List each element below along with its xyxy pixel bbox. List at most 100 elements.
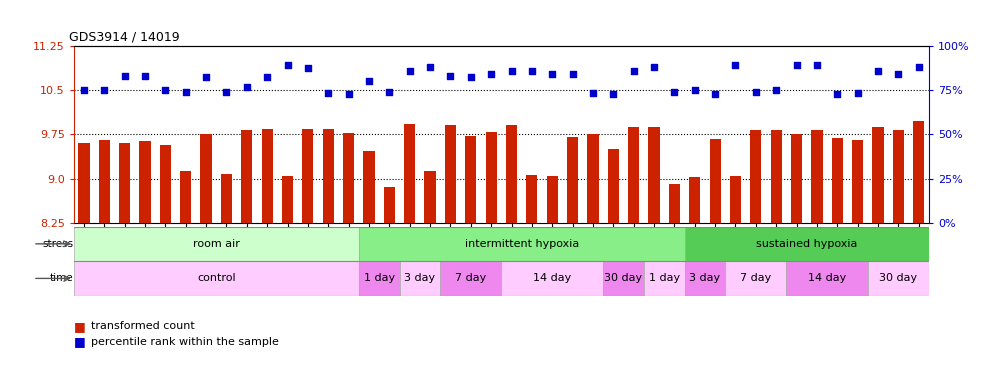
Bar (425, 172, 435, 223)
Text: GDS3914 / 14019: GDS3914 / 14019 (70, 30, 180, 43)
Point (626, 68, 642, 74)
Text: 14 day: 14 day (808, 273, 846, 283)
Point (769, 87, 784, 93)
Point (788, 62, 804, 68)
Bar (786, 261, 868, 296)
Bar (725, 261, 786, 296)
Text: control: control (197, 273, 236, 283)
Point (687, 87, 703, 93)
Bar (364, 151, 375, 223)
Point (585, 90, 601, 96)
Point (442, 73, 458, 79)
Bar (644, 261, 684, 296)
Bar (832, 138, 842, 223)
Bar (261, 129, 272, 223)
Text: 3 day: 3 day (689, 273, 721, 283)
Bar (604, 261, 644, 296)
Point (320, 90, 336, 96)
Bar (486, 132, 496, 223)
Bar (873, 127, 884, 223)
Bar (730, 175, 741, 223)
Bar (98, 140, 110, 223)
Bar (607, 149, 619, 223)
Bar (383, 187, 395, 223)
Bar (506, 125, 517, 223)
Bar (628, 127, 639, 223)
Point (849, 90, 865, 96)
Bar (201, 134, 211, 223)
Bar (465, 136, 477, 223)
Point (891, 71, 906, 77)
Point (260, 74, 275, 80)
Bar (74, 261, 359, 296)
Bar (501, 261, 604, 296)
Bar (79, 143, 89, 223)
Point (239, 84, 255, 90)
Point (199, 74, 214, 80)
Bar (588, 134, 599, 223)
Point (870, 68, 886, 74)
Point (564, 71, 580, 77)
Bar (359, 261, 399, 296)
Point (341, 91, 357, 97)
Bar (811, 130, 823, 223)
Point (524, 68, 540, 74)
Text: 3 day: 3 day (404, 273, 435, 283)
Bar (649, 127, 660, 223)
Bar (750, 130, 762, 223)
Bar (180, 172, 192, 223)
Point (830, 91, 845, 97)
Text: intermittent hypoxia: intermittent hypoxia (465, 239, 579, 249)
Point (96, 87, 112, 93)
Text: ■: ■ (74, 335, 86, 348)
Bar (74, 227, 359, 261)
Bar (303, 129, 314, 223)
Point (279, 62, 295, 68)
Bar (547, 176, 557, 223)
Bar (221, 174, 232, 223)
Text: 1 day: 1 day (649, 273, 680, 283)
Text: 14 day: 14 day (533, 273, 571, 283)
Bar (893, 130, 904, 223)
Bar (343, 132, 354, 223)
Bar (160, 145, 171, 223)
Point (727, 62, 743, 68)
Bar (771, 130, 781, 223)
Bar (868, 261, 929, 296)
Bar (399, 261, 440, 296)
Text: transformed count: transformed count (91, 321, 196, 331)
Text: sustained hypoxia: sustained hypoxia (756, 239, 857, 249)
Point (463, 74, 479, 80)
Bar (684, 227, 929, 261)
Bar (440, 261, 501, 296)
Text: 30 day: 30 day (880, 273, 917, 283)
Point (361, 78, 376, 84)
Point (300, 65, 316, 71)
Text: stress: stress (42, 239, 74, 249)
Bar (404, 124, 415, 223)
Point (666, 89, 682, 95)
Point (503, 68, 519, 74)
Bar (526, 175, 538, 223)
Text: percentile rank within the sample: percentile rank within the sample (91, 337, 279, 347)
Point (646, 64, 662, 70)
Point (545, 71, 560, 78)
Point (911, 64, 927, 70)
Bar (567, 137, 578, 223)
Bar (445, 125, 456, 223)
Bar (140, 141, 150, 223)
Point (218, 89, 234, 95)
Point (76, 87, 91, 93)
Text: room air: room air (193, 239, 240, 249)
Text: 30 day: 30 day (605, 273, 643, 283)
Point (117, 73, 133, 79)
Bar (689, 177, 700, 223)
Point (809, 62, 825, 68)
Bar (359, 227, 684, 261)
Bar (791, 134, 802, 223)
Point (157, 87, 173, 93)
Point (707, 91, 723, 97)
Text: 1 day: 1 day (364, 273, 395, 283)
Point (381, 89, 397, 95)
Bar (282, 176, 293, 223)
